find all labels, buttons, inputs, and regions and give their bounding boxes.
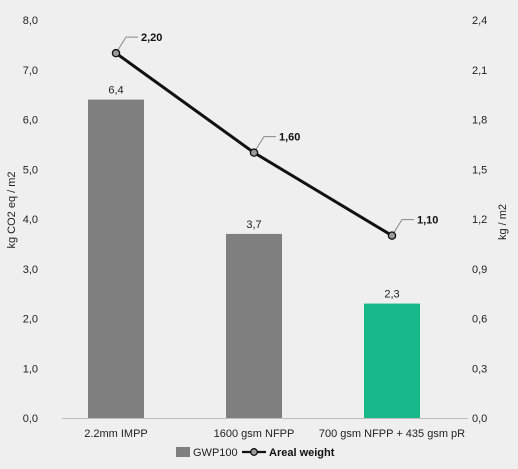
category-label: 1600 gsm NFPP	[214, 428, 295, 440]
left-axis-ticks: 0,0 1,0 2,0 3,0 4,0 5,0 6,0 7,0 8,0	[23, 15, 38, 425]
line-series: 2,20 1,60 1,10	[111, 32, 438, 240]
legend-swatch-gwp100	[176, 447, 190, 457]
areal-weight-marker	[111, 48, 121, 58]
areal-weight-line	[115, 51, 393, 237]
left-axis-title: kg CO2 eq / m2	[6, 171, 18, 248]
left-tick-label: 5,0	[23, 164, 38, 176]
callout-leader	[391, 219, 414, 236]
legend-label-areal-weight: Areal weight	[269, 447, 335, 459]
right-tick-label: 1,8	[472, 115, 487, 127]
areal-weight-value-label: 2,20	[141, 32, 162, 44]
left-tick-label: 1,0	[23, 363, 38, 375]
right-tick-label: 0,0	[472, 413, 487, 425]
left-tick-label: 0,0	[23, 413, 38, 425]
right-tick-label: 0,3	[472, 363, 487, 375]
areal-weight-marker	[387, 231, 397, 240]
right-tick-label: 0,6	[472, 314, 487, 326]
left-tick-label: 8,0	[23, 15, 38, 27]
bar-value-labels: 6,4 3,7 2,3	[108, 85, 399, 301]
left-tick-label: 2,0	[23, 314, 38, 326]
category-labels: 2.2mm IMPP 1600 gsm NFPP 700 gsm NFPP + 43…	[84, 428, 465, 440]
legend: GWP100 Areal weight	[176, 447, 335, 459]
bar-value-label: 2,3	[384, 289, 399, 301]
callout-leader	[253, 136, 276, 153]
right-tick-label: 0,9	[472, 264, 487, 276]
left-tick-label: 4,0	[23, 214, 38, 226]
bar-value-label: 6,4	[108, 85, 123, 97]
right-tick-label: 1,5	[472, 164, 487, 176]
right-tick-label: 2,4	[472, 15, 487, 27]
right-axis-ticks: 0,0 0,3 0,6 0,9 1,2 1,5 1,8 2,1 2,4	[472, 15, 487, 425]
bar	[88, 99, 144, 418]
right-axis-title: kg / m2	[497, 204, 509, 240]
right-tick-label: 1,2	[472, 214, 487, 226]
left-tick-label: 3,0	[23, 264, 38, 276]
areal-weight-marker	[249, 148, 259, 157]
category-label: 2.2mm IMPP	[84, 428, 148, 440]
category-label: 700 gsm NFPP + 435 gsm pR	[319, 428, 465, 440]
legend-marker-areal-weight	[250, 448, 258, 456]
areal-weight-value-label: 1,10	[417, 215, 438, 227]
bars	[88, 99, 420, 418]
left-tick-label: 6,0	[23, 115, 38, 127]
legend-label-gwp100: GWP100	[193, 447, 238, 459]
right-tick-label: 2,1	[472, 65, 487, 77]
bar-value-label: 3,7	[246, 219, 261, 231]
areal-weight-value-label: 1,60	[279, 132, 300, 144]
bar	[364, 303, 420, 418]
bar	[226, 233, 282, 418]
callout-leader	[115, 36, 138, 54]
left-tick-label: 7,0	[23, 65, 38, 77]
